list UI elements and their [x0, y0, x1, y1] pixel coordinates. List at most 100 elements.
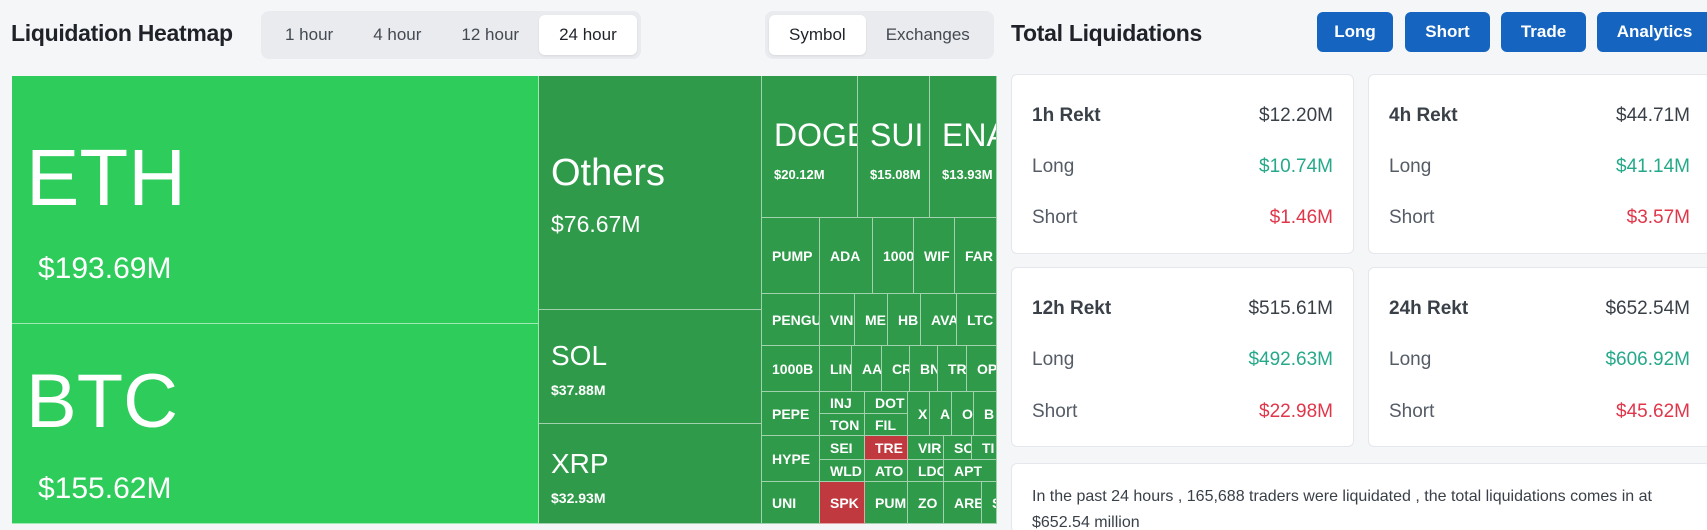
heatmap-cell[interactable]: O: [952, 392, 974, 436]
heatmap-cell-eth[interactable]: ETH $193.69M: [12, 76, 539, 324]
long-button[interactable]: Long: [1317, 12, 1393, 52]
long-value: $41.14M: [1616, 156, 1690, 177]
heatmap-cell[interactable]: LIN: [820, 346, 852, 392]
cell-symbol: ADA: [830, 247, 861, 264]
heatmap-cell[interactable]: PUMP: [762, 218, 820, 294]
cell-symbol: B: [984, 405, 995, 422]
heatmap-cell[interactable]: PUM: [865, 482, 908, 524]
analytics-button[interactable]: Analytics: [1597, 12, 1707, 52]
heatmap-cell[interactable]: AVA: [921, 294, 957, 346]
stat-card-12h: 12h Rekt $515.61M Long $492.63M Short $22.9…: [1011, 267, 1354, 447]
heatmap-cell-ena[interactable]: ENA $13.93M: [930, 76, 997, 218]
short-label: Short: [1032, 207, 1078, 228]
heatmap-cell[interactable]: HYPE: [762, 436, 820, 482]
cell-amount: $15.08M: [870, 167, 921, 182]
heatmap-cell[interactable]: WLD: [820, 460, 865, 482]
heatmap-cell[interactable]: WIF: [914, 218, 955, 294]
cell-symbol: FIL: [875, 416, 896, 433]
cell-symbol: TON: [830, 416, 860, 433]
long-label: Long: [1389, 349, 1432, 370]
cell-symbol: WIF: [924, 247, 950, 264]
heatmap-cell[interactable]: BN: [910, 346, 938, 392]
heatmap-cell[interactable]: VIR: [908, 436, 944, 460]
heatmap-cell[interactable]: APT: [944, 460, 997, 482]
heatmap-cell[interactable]: DOT: [865, 392, 908, 414]
cell-symbol: UNI: [772, 494, 797, 511]
heatmap-cell[interactable]: LDC: [908, 460, 944, 482]
cell-symbol: A: [940, 405, 951, 422]
stat-label: 24h Rekt: [1389, 298, 1469, 319]
tab-4-hour[interactable]: 4 hour: [373, 25, 422, 44]
heatmap-cell[interactable]: A: [930, 392, 952, 436]
heatmap-cell[interactable]: FAR: [955, 218, 997, 294]
stat-label: 1h Rekt: [1032, 105, 1101, 126]
stat-label: 4h Rekt: [1389, 105, 1458, 126]
cell-symbol: APT: [954, 462, 982, 479]
heatmap-cell[interactable]: B: [974, 392, 997, 436]
heatmap-cell-btc[interactable]: BTC $155.62M: [12, 324, 539, 524]
heatmap-cell-xrp[interactable]: XRP $32.93M: [539, 424, 762, 524]
heatmap-cell[interactable]: INJ: [820, 392, 865, 414]
cell-symbol: BN: [920, 360, 937, 377]
cell-amount: $155.62M: [38, 472, 172, 505]
heatmap-cell-sui[interactable]: SUI $15.08M: [858, 76, 930, 218]
heatmap-cell-sol[interactable]: SOL $37.88M: [539, 310, 762, 424]
heatmap-cell[interactable]: PEPE: [762, 392, 820, 436]
heatmap-cell[interactable]: HB: [888, 294, 921, 346]
trade-button[interactable]: Trade: [1501, 12, 1586, 52]
cell-symbol: FAR: [965, 247, 993, 264]
cell-symbol: 1000B: [772, 360, 814, 377]
short-label: Short: [1389, 207, 1435, 228]
heatmap-cell[interactable]: 1000B: [762, 346, 820, 392]
tab-12-hour[interactable]: 12 hour: [461, 25, 520, 44]
cell-symbol: X: [918, 405, 928, 422]
long-label: Long: [1032, 349, 1075, 370]
heatmap-cell[interactable]: 1000: [873, 218, 914, 294]
heatmap-cell[interactable]: PENGU: [762, 294, 820, 346]
cell-amount: $13.93M: [942, 167, 993, 182]
heatmap-cell[interactable]: CR: [882, 346, 910, 392]
heatmap-cell[interactable]: FIL: [865, 414, 908, 436]
tab-exchanges[interactable]: Exchanges: [885, 25, 970, 44]
stat-total: $652.54M: [1605, 298, 1690, 319]
cell-amount: $32.93M: [551, 490, 606, 506]
heatmap-cell[interactable]: TRE: [865, 436, 908, 460]
heatmap-cell[interactable]: TI: [972, 436, 997, 460]
heatmap-title: Liquidation Heatmap: [11, 20, 233, 46]
long-value: $10.74M: [1259, 156, 1333, 177]
tab-symbol[interactable]: Symbol: [769, 15, 866, 55]
short-value: $22.98M: [1259, 401, 1333, 422]
heatmap-cell[interactable]: OP: [967, 346, 997, 392]
heatmap-cell[interactable]: ME: [855, 294, 888, 346]
heatmap-cell[interactable]: TON: [820, 414, 865, 436]
cell-symbol: ME: [865, 311, 886, 328]
heatmap-cell[interactable]: LTC: [957, 294, 997, 346]
short-button[interactable]: Short: [1405, 12, 1490, 52]
cell-symbol: PUMP: [772, 247, 813, 264]
stat-label: 12h Rekt: [1032, 298, 1112, 319]
heatmap-cell[interactable]: TR: [938, 346, 967, 392]
heatmap-cell[interactable]: ARB: [944, 482, 982, 524]
cell-symbol: TR: [948, 360, 967, 377]
heatmap-cell[interactable]: X: [908, 392, 930, 436]
heatmap-cell[interactable]: ZO: [908, 482, 944, 524]
heatmap-cell[interactable]: VIN: [820, 294, 855, 346]
heatmap-cell[interactable]: SPK: [820, 482, 865, 524]
cell-symbol: PUM: [875, 494, 907, 511]
tab-24-hour[interactable]: 24 hour: [539, 15, 637, 55]
heatmap-cell[interactable]: ADA: [820, 218, 873, 294]
heatmap-cell[interactable]: UNI: [762, 482, 820, 524]
tab-1-hour[interactable]: 1 hour: [285, 25, 334, 44]
heatmap-cell[interactable]: ATO: [865, 460, 908, 482]
heatmap-cell[interactable]: S: [982, 482, 997, 524]
heatmap-cell-others[interactable]: Others $76.67M: [539, 76, 762, 310]
cell-symbol: LIN: [830, 360, 852, 377]
total-liquidations-title: Total Liquidations: [1011, 20, 1202, 46]
cell-symbol: DOGE: [774, 117, 857, 153]
heatmap-cell[interactable]: AA: [852, 346, 882, 392]
heatmap-cell-doge[interactable]: DOGE $20.12M: [762, 76, 858, 218]
heatmap-cell[interactable]: SO: [944, 436, 972, 460]
heatmap-cell[interactable]: SEI: [820, 436, 865, 460]
long-label: Long: [1032, 156, 1075, 177]
cell-symbol: S: [982, 496, 996, 510]
